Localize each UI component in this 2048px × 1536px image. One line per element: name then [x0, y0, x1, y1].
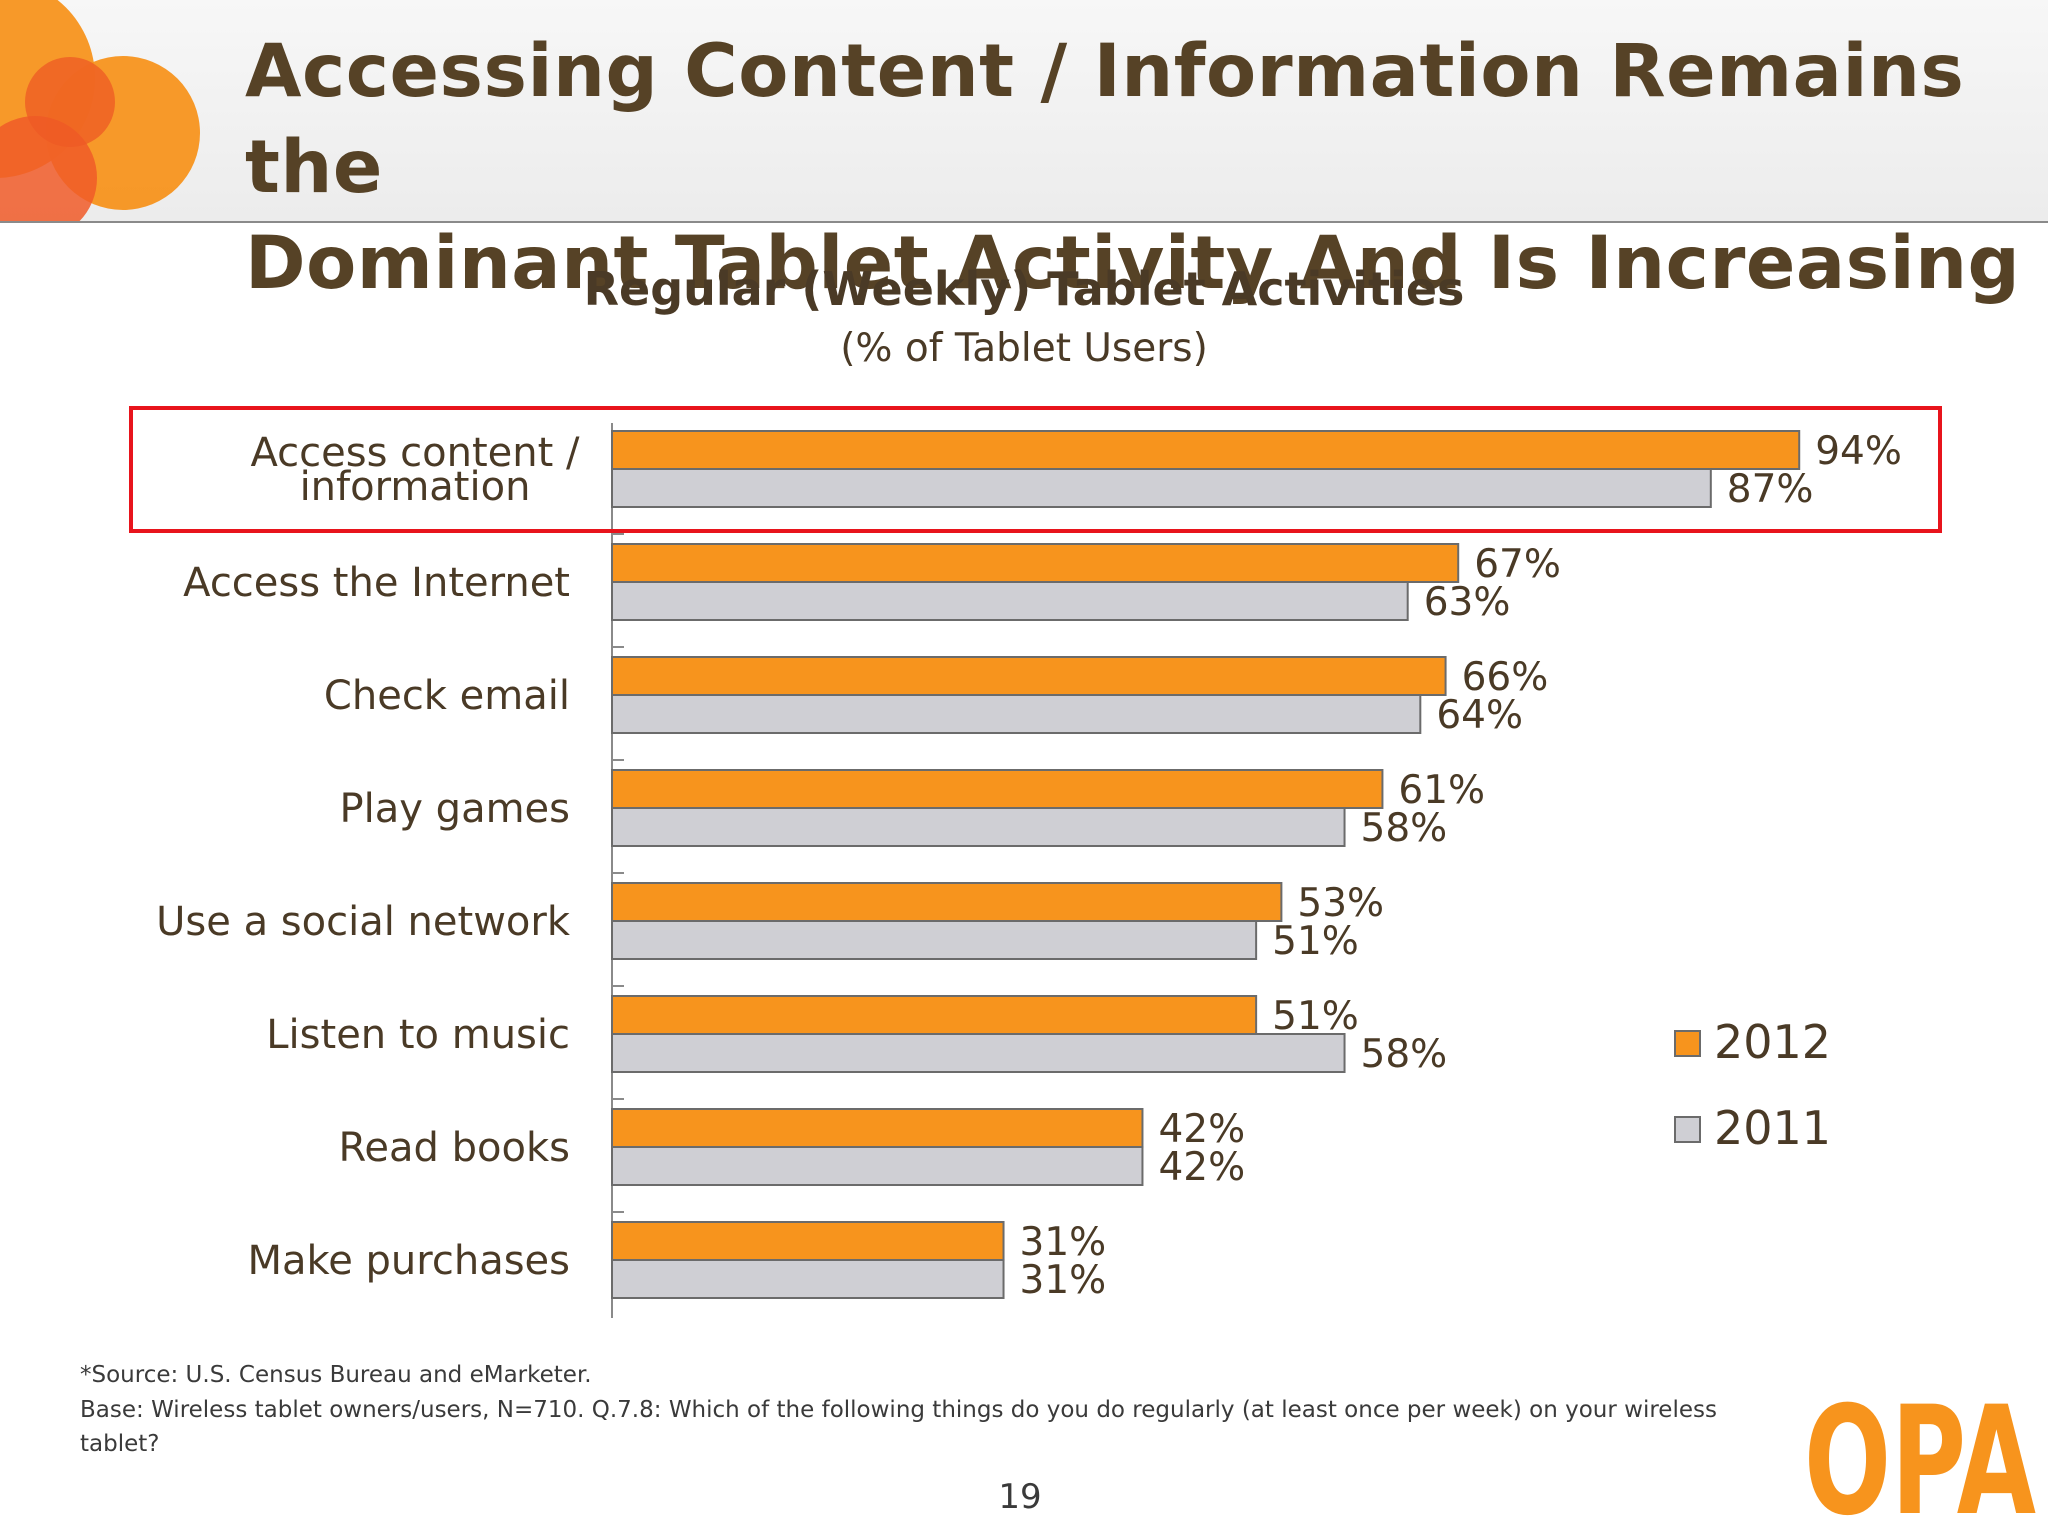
data-label-2011-2: 64% [1436, 693, 1523, 738]
decorative-circles [0, 0, 200, 221]
data-label-2012-6: 42% [1158, 1107, 1245, 1152]
data-label-2011-6: 42% [1158, 1145, 1245, 1190]
data-label-2011-3: 58% [1361, 806, 1448, 851]
bar-2011-3 [611, 807, 1346, 847]
bar-2011-6 [611, 1146, 1144, 1186]
legend-label-2012: 2012 [1714, 1015, 1831, 1069]
category-label: Play games [340, 786, 570, 832]
data-label-2011-4: 51% [1272, 919, 1359, 964]
bar-2012-1 [611, 543, 1460, 583]
category-label: Access content / information [251, 430, 581, 510]
category-label: Use a social network [156, 899, 571, 945]
bar-2011-0 [611, 468, 1712, 508]
chart-title: Regular (Weekly) Tablet Activities [583, 262, 1465, 316]
data-label-2012-5: 51% [1272, 994, 1359, 1039]
opa-logo: OPA [1804, 1385, 2036, 1525]
decorative-circle-small [25, 57, 115, 147]
bar-2012-6 [611, 1108, 1144, 1148]
bar-2012-3 [611, 769, 1384, 809]
data-label-2012-2: 66% [1462, 655, 1549, 700]
data-label-2012-0: 94% [1815, 429, 1902, 474]
bar-2012-0 [611, 430, 1801, 470]
data-label-2011-1: 63% [1424, 580, 1511, 625]
header-band [0, 0, 2048, 223]
data-label-2012-3: 61% [1398, 768, 1485, 813]
footnote-base: Base: Wireless tablet owners/users, N=71… [80, 1397, 1717, 1457]
bar-2012-4 [611, 882, 1283, 922]
highlight-box [129, 406, 1942, 533]
opa-logo-text: OPA [1804, 1385, 2036, 1525]
footnote-source: *Source: U.S. Census Bureau and eMarkete… [80, 1362, 592, 1388]
category-label: Make purchases [247, 1238, 570, 1284]
slide-title-line2: Dominant Tablet Activity And Is Increasi… [245, 221, 2021, 306]
bar-2012-7 [611, 1221, 1005, 1261]
slide-title: Accessing Content / Information Remains … [245, 24, 2025, 312]
category-label: Read books [338, 1125, 570, 1171]
data-label-2011-0: 87% [1727, 467, 1814, 512]
data-label-2011-5: 58% [1361, 1032, 1448, 1077]
legend-label-2011: 2011 [1714, 1101, 1831, 1155]
bar-chart: Access content / information 94%87% Access … [129, 406, 1942, 1318]
legend-swatch-2011 [1674, 1116, 1701, 1143]
chart-subtitle: (% of Tablet Users) [840, 326, 1208, 371]
bar-2012-2 [611, 656, 1447, 696]
data-label-2012-7: 31% [1020, 1220, 1107, 1265]
category-label: Access the Internet [183, 560, 570, 606]
category-label: Check email [324, 673, 570, 719]
legend-swatch-2012 [1674, 1030, 1701, 1057]
data-label-2012-1: 67% [1474, 542, 1561, 587]
bar-2011-5 [611, 1033, 1346, 1073]
bar-2011-4 [611, 920, 1258, 960]
bar-2011-2 [611, 694, 1422, 734]
data-label-2011-7: 31% [1020, 1258, 1107, 1303]
bar-2011-7 [611, 1259, 1005, 1299]
bar-2011-1 [611, 581, 1409, 621]
data-label-2012-4: 53% [1297, 881, 1384, 926]
page-number: 19 [998, 1477, 1042, 1517]
slide-title-line1: Accessing Content / Information Remains … [245, 29, 1965, 210]
category-label: Listen to music [266, 1012, 570, 1058]
bar-2012-5 [611, 995, 1258, 1035]
